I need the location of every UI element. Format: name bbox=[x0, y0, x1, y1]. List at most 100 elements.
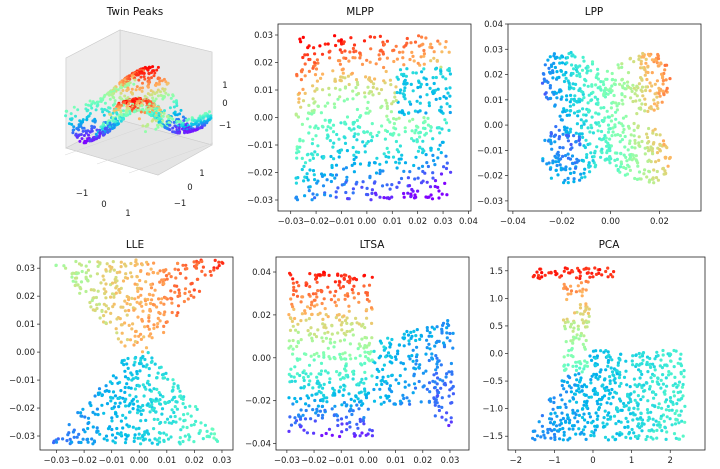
data-point bbox=[172, 120, 176, 124]
data-point bbox=[681, 382, 685, 387]
data-point bbox=[562, 433, 566, 437]
data-point bbox=[666, 164, 670, 168]
data-point bbox=[394, 139, 398, 144]
data-point bbox=[540, 414, 545, 418]
data-point bbox=[395, 90, 399, 95]
data-point bbox=[664, 171, 668, 175]
data-point bbox=[130, 275, 134, 279]
data-point bbox=[173, 405, 177, 409]
data-point bbox=[111, 374, 115, 378]
data-point bbox=[619, 352, 623, 356]
data-point bbox=[360, 363, 364, 367]
data-point bbox=[373, 35, 377, 39]
data-point bbox=[311, 97, 315, 101]
data-point bbox=[431, 171, 435, 175]
data-point bbox=[564, 420, 568, 424]
data-point bbox=[402, 195, 406, 199]
data-point bbox=[401, 393, 405, 397]
data-point bbox=[128, 410, 132, 414]
data-point bbox=[154, 84, 158, 87]
data-point bbox=[131, 407, 135, 411]
data-point bbox=[427, 358, 431, 363]
data-point bbox=[373, 180, 377, 184]
data-point bbox=[608, 161, 612, 165]
data-point bbox=[553, 140, 557, 144]
data-point bbox=[564, 390, 569, 394]
data-point bbox=[427, 195, 431, 199]
data-point bbox=[602, 82, 606, 87]
data-point bbox=[446, 319, 450, 323]
data-point bbox=[435, 356, 439, 360]
data-point bbox=[102, 302, 106, 306]
data-point bbox=[308, 272, 312, 276]
data-point bbox=[437, 196, 441, 200]
data-point bbox=[430, 334, 434, 338]
data-point bbox=[316, 61, 320, 65]
data-point bbox=[338, 78, 342, 82]
data-point bbox=[322, 382, 326, 386]
data-point bbox=[604, 77, 608, 81]
data-point bbox=[656, 423, 660, 427]
data-point bbox=[203, 273, 207, 277]
data-point bbox=[382, 345, 386, 349]
data-point bbox=[305, 431, 309, 435]
data-point bbox=[294, 195, 299, 199]
axes-frame bbox=[39, 256, 234, 451]
data-point bbox=[408, 170, 412, 174]
data-point bbox=[652, 102, 657, 106]
y-tick-label: 1.0 bbox=[489, 294, 503, 304]
data-point bbox=[382, 65, 386, 70]
data-point bbox=[64, 109, 68, 113]
data-point bbox=[326, 371, 330, 375]
data-point bbox=[144, 130, 147, 134]
data-point bbox=[665, 63, 669, 67]
data-point bbox=[114, 436, 118, 440]
data-point bbox=[636, 164, 640, 168]
data-point bbox=[591, 159, 595, 163]
data-point bbox=[147, 367, 151, 371]
data-point bbox=[89, 104, 93, 108]
data-point bbox=[347, 392, 351, 396]
data-point bbox=[70, 272, 74, 276]
data-point bbox=[192, 288, 196, 292]
data-point bbox=[103, 101, 107, 105]
data-point bbox=[401, 336, 405, 340]
data-point bbox=[365, 141, 369, 145]
data-point bbox=[364, 377, 368, 381]
data-point bbox=[114, 286, 118, 290]
y-tick-label: 0.00 bbox=[484, 121, 503, 131]
data-point bbox=[316, 413, 320, 417]
data-point bbox=[626, 420, 630, 424]
data-point bbox=[619, 381, 623, 386]
data-point bbox=[633, 146, 637, 150]
data-point bbox=[118, 401, 122, 405]
data-point bbox=[181, 402, 185, 406]
data-point bbox=[655, 169, 659, 174]
data-point bbox=[134, 88, 138, 92]
data-point bbox=[144, 346, 149, 350]
data-point bbox=[613, 123, 617, 127]
data-point bbox=[581, 321, 586, 325]
data-point bbox=[334, 163, 339, 167]
data-point bbox=[565, 267, 569, 271]
data-point bbox=[98, 316, 102, 320]
data-point bbox=[316, 328, 320, 332]
data-point bbox=[670, 423, 674, 427]
data-point bbox=[645, 132, 649, 136]
data-point bbox=[117, 287, 121, 292]
data-point bbox=[333, 105, 337, 109]
data-point bbox=[384, 154, 388, 159]
data-point bbox=[421, 42, 425, 46]
data-point bbox=[113, 401, 117, 405]
data-point bbox=[620, 84, 625, 88]
data-point bbox=[402, 63, 406, 67]
data-point bbox=[439, 109, 443, 113]
data-point bbox=[144, 387, 148, 391]
data-point bbox=[434, 398, 438, 402]
data-point bbox=[575, 157, 579, 161]
x-tick-label: 0.00 bbox=[130, 456, 149, 466]
data-point bbox=[163, 109, 166, 113]
data-point bbox=[620, 98, 624, 102]
data-point bbox=[371, 93, 375, 97]
data-point bbox=[66, 433, 70, 437]
